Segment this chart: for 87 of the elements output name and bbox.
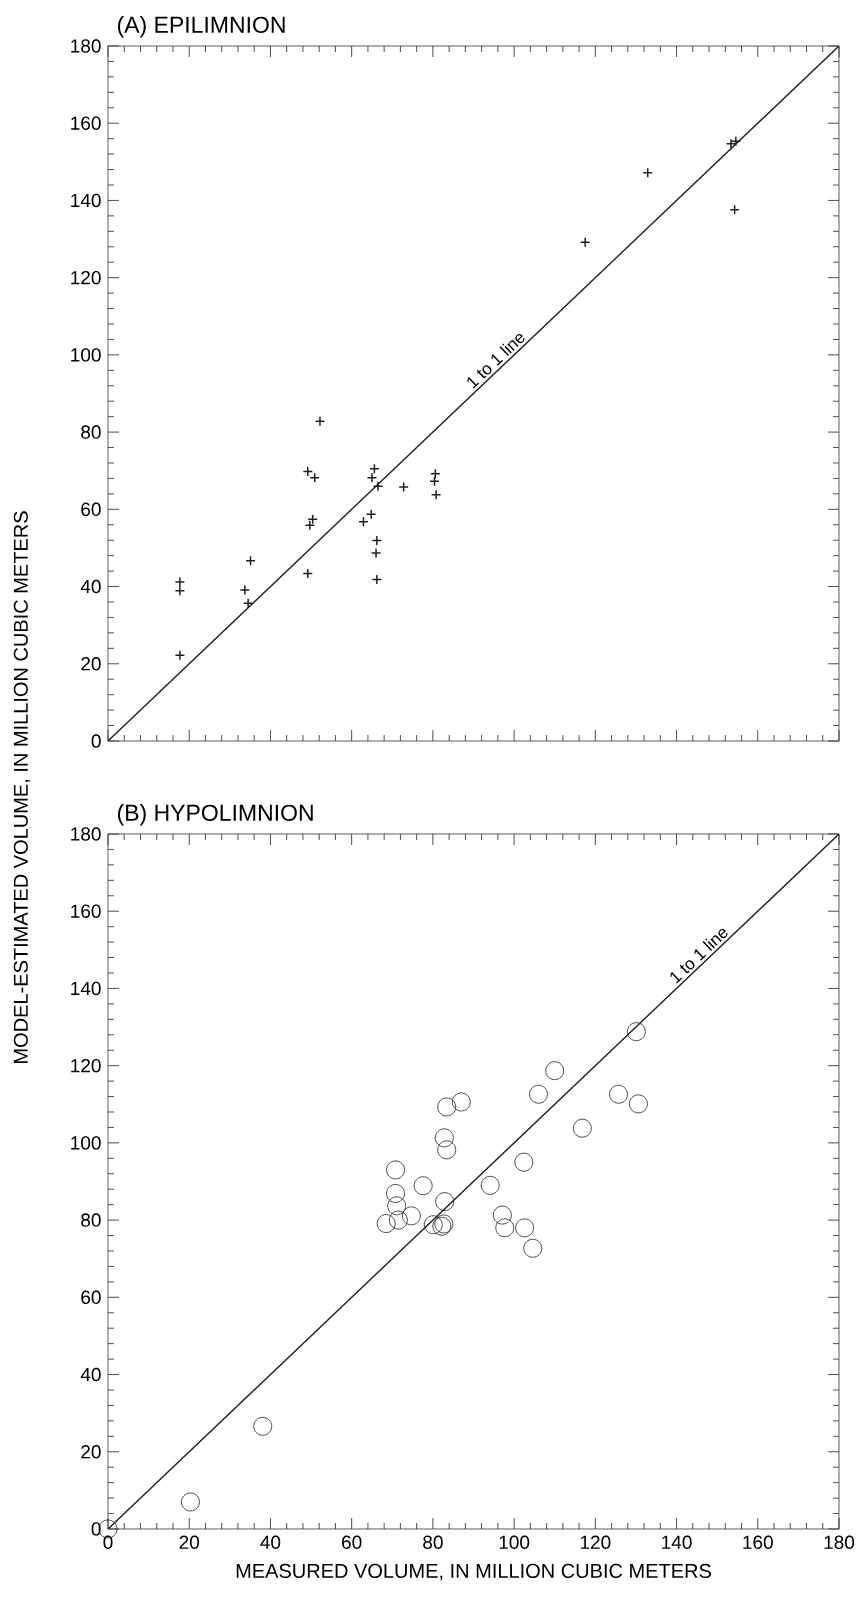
point (492, 1205, 512, 1225)
chart-title: (A) EPILIMNION (117, 16, 285, 38)
y-tick-label: 160 (71, 116, 101, 130)
y-tick-label: 100 (71, 1136, 101, 1150)
point (174, 585, 186, 597)
point (387, 1196, 407, 1216)
x-tick-label: 60 (342, 1535, 362, 1549)
annotation: 1 to 1 line (670, 929, 728, 984)
y-tick-label: 60 (81, 1290, 101, 1305)
y-tick-label: 20 (81, 1445, 101, 1459)
point (429, 475, 440, 487)
x-tick-label: 120 (580, 1535, 611, 1549)
point (239, 584, 251, 596)
point (545, 1061, 565, 1081)
point (369, 463, 380, 475)
point (515, 1218, 535, 1238)
point (398, 481, 409, 493)
x-tick-label: 40 (260, 1535, 281, 1549)
point (451, 1092, 471, 1112)
y-tick-label: 80 (81, 1213, 101, 1227)
annotation: 1 to 1 line (467, 334, 525, 389)
point (423, 1215, 443, 1235)
point (371, 535, 383, 546)
point (579, 236, 591, 248)
y-tick-label: 120 (71, 270, 101, 285)
point (386, 1184, 405, 1203)
point (609, 1084, 628, 1104)
y-tick-label: 20 (81, 657, 101, 671)
point (370, 547, 382, 559)
chart-title: (B) HYPOLIMNION (117, 804, 313, 826)
point (174, 650, 186, 661)
point (437, 1097, 457, 1117)
y-tick-label: 80 (81, 425, 101, 439)
y-axis-title: MODEL-ESTIMATED VOLUME, IN MILLION CUBIC METERS (13, 511, 31, 1063)
y-tick-label: 180 (71, 827, 101, 841)
point (358, 516, 369, 527)
point (307, 514, 318, 525)
point (365, 509, 377, 520)
point (435, 1192, 455, 1211)
x-tick-label: 80 (423, 1535, 443, 1549)
y-tick-label: 40 (80, 1367, 101, 1382)
point (430, 468, 441, 480)
point (413, 1176, 433, 1196)
point (242, 597, 254, 609)
y-tick-label: 60 (81, 502, 101, 517)
x-axis-title: MEASURED VOLUME, IN MILLION CUBIC METERS (236, 1563, 711, 1581)
point (401, 1206, 421, 1226)
point (372, 480, 384, 492)
point (181, 1492, 200, 1512)
point (730, 136, 742, 147)
x-tick-label: 100 (499, 1535, 530, 1549)
point (386, 1160, 405, 1180)
y-tick-label: 0 (91, 1522, 101, 1536)
point (523, 1238, 543, 1258)
point (388, 1210, 408, 1230)
point (376, 1214, 396, 1233)
point (437, 1140, 457, 1160)
point (626, 1022, 646, 1042)
point (642, 167, 653, 178)
point (304, 519, 316, 531)
x-tick-label: 160 (743, 1535, 773, 1549)
point (366, 472, 378, 483)
point (174, 576, 186, 588)
point (314, 416, 326, 427)
point (434, 1128, 454, 1148)
y-tick-label: 100 (71, 348, 101, 362)
point (371, 574, 383, 585)
point (628, 1094, 648, 1114)
y-tick-label: 140 (71, 193, 101, 208)
point (514, 1152, 534, 1172)
y-tick-label: 160 (71, 904, 101, 918)
y-tick-label: 180 (71, 39, 101, 53)
point (572, 1118, 592, 1138)
y-tick-label: 0 (91, 734, 101, 748)
point (253, 1416, 273, 1436)
y-tick-label: 120 (71, 1058, 101, 1073)
y-tick-label: 140 (71, 981, 101, 996)
x-tick-label: 20 (179, 1535, 200, 1549)
x-tick-label: 140 (662, 1535, 692, 1549)
y-tick-label: 40 (80, 579, 101, 594)
point (480, 1175, 500, 1195)
point (529, 1084, 548, 1104)
point (430, 489, 442, 500)
x-tick-label: 0 (103, 1535, 113, 1549)
x-tick-label: 180 (824, 1535, 855, 1549)
point (302, 568, 314, 579)
point (495, 1218, 515, 1238)
